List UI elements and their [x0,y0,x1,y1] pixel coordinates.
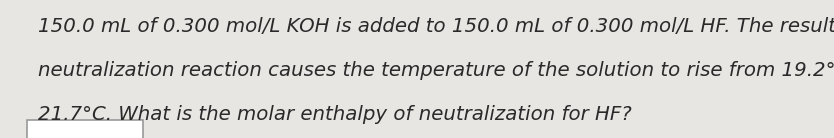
Text: 150.0 mL of 0.300 mol/L KOH is added to 150.0 mL of 0.300 mol/L HF. The resultin: 150.0 mL of 0.300 mol/L KOH is added to … [38,17,834,36]
Text: 21.7°C. What is the molar enthalpy of neutralization for HF?: 21.7°C. What is the molar enthalpy of ne… [38,105,631,124]
Text: neutralization reaction causes the temperature of the solution to rise from 19.2: neutralization reaction causes the tempe… [38,61,834,80]
Bar [27,120,143,138]
